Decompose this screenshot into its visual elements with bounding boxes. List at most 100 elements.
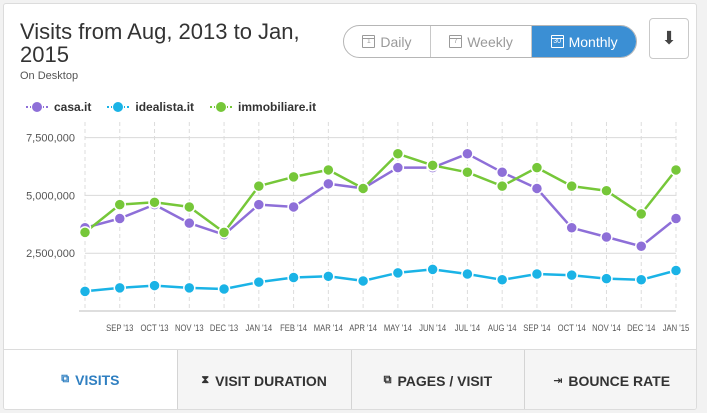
download-button[interactable]: ⬇ <box>649 18 689 59</box>
x-tick-label: OCT '14 <box>558 322 586 333</box>
data-point-series-0 <box>600 230 613 244</box>
bounce-icon: ⇥ <box>553 375 563 387</box>
series-line-2 <box>84 152 677 234</box>
tab-label: VISIT DURATION <box>215 372 327 389</box>
x-tick-label: OCT '13 <box>140 322 168 333</box>
y-tick-label: 2,500,000 <box>26 248 75 260</box>
tab-visits[interactable]: ⧉ VISITS <box>4 350 177 409</box>
data-point-series-1 <box>356 274 370 288</box>
tab-visit-duration[interactable]: ⧗ VISIT DURATION <box>176 350 351 409</box>
x-tick-label: JUN '14 <box>419 322 446 333</box>
legend-marker-icon <box>26 101 48 113</box>
data-point-series-1 <box>530 267 544 281</box>
monthly-button[interactable]: 30 Monthly <box>532 26 636 57</box>
data-point-series-2 <box>287 170 300 184</box>
line-chart: 2,500,000 5,000,000 7,500,000 SEP '13 OCT '1… <box>26 122 690 333</box>
series-line-0 <box>84 152 677 248</box>
x-tick-label: APR '14 <box>349 322 377 333</box>
calendar-icon: 30 <box>550 35 564 48</box>
tab-label: BOUNCE RATE <box>568 372 671 389</box>
x-tick-label: JUL '14 <box>455 322 481 333</box>
data-point-series-2 <box>426 159 439 172</box>
hourglass-icon: ⧗ <box>201 374 210 386</box>
calendar-icon: 7 <box>449 35 463 48</box>
data-point-series-1 <box>183 281 196 295</box>
data-point-series-1 <box>495 273 509 287</box>
data-point-series-0 <box>495 166 509 179</box>
data-point-series-1 <box>322 270 335 283</box>
data-point-series-1 <box>565 268 578 282</box>
x-tick-label: DEC '13 <box>210 322 239 333</box>
legend-label: immobiliare.it <box>238 100 317 114</box>
chart-card: Visits from Aug, 2013 to Jan, 2015 On De… <box>3 3 697 410</box>
data-point-series-2 <box>495 179 509 193</box>
legend-marker-icon <box>107 101 130 113</box>
download-arrow-icon: ⬇ <box>661 28 677 48</box>
data-point-series-2 <box>252 179 266 193</box>
data-point-series-0 <box>565 221 578 234</box>
series-line-1 <box>84 268 677 293</box>
data-point-series-0 <box>183 216 196 230</box>
legend-marker-icon <box>210 101 233 113</box>
x-tick-label: NOV '14 <box>592 322 621 333</box>
data-point-series-2 <box>461 166 474 179</box>
data-point-series-2 <box>217 226 231 239</box>
x-tick-label: NOV '13 <box>175 322 204 333</box>
data-point-series-2 <box>634 207 648 221</box>
calendar-icon: 1 <box>362 35 376 48</box>
pages-icon: ⧉ <box>383 374 392 386</box>
data-point-series-0 <box>669 212 683 225</box>
legend-item-casa[interactable]: casa.it <box>26 100 91 114</box>
x-tick-label: AUG '14 <box>488 322 517 333</box>
data-point-series-1 <box>287 271 300 284</box>
legend-label: idealista.it <box>135 100 195 114</box>
x-tick-label: DEC '14 <box>627 322 656 333</box>
weekly-button[interactable]: 7 Weekly <box>431 26 533 57</box>
data-point-series-1 <box>391 266 405 280</box>
data-point-series-1 <box>426 263 439 276</box>
data-point-series-1 <box>252 275 266 289</box>
x-tick-label: MAY '14 <box>384 322 412 333</box>
x-tick-label: MAR '14 <box>314 322 343 333</box>
data-point-series-2 <box>148 196 161 209</box>
x-tick-label: SEP '13 <box>106 322 134 333</box>
x-tick-label: JAN '15 <box>663 322 690 333</box>
y-tick-label: 7,500,000 <box>26 133 75 145</box>
data-point-series-0 <box>461 147 474 160</box>
x-tick-label: SEP '14 <box>523 322 551 333</box>
data-point-series-1 <box>217 282 231 296</box>
tab-label: VISITS <box>75 371 120 388</box>
data-point-series-1 <box>78 285 92 298</box>
data-point-series-0 <box>113 212 127 225</box>
data-point-series-2 <box>356 182 370 195</box>
legend-item-idealista[interactable]: idealista.it <box>107 100 194 114</box>
monthly-label: Monthly <box>568 33 618 50</box>
data-point-series-2 <box>113 198 127 211</box>
y-tick-label: 5,000,000 <box>26 190 75 202</box>
data-point-series-2 <box>322 163 335 177</box>
metric-tabs: ⧉ VISITS ⧗ VISIT DURATION ⧉ PAGES / VISI… <box>4 349 696 409</box>
data-point-series-2 <box>530 161 544 174</box>
data-point-series-2 <box>78 226 92 239</box>
weekly-label: Weekly <box>467 33 513 50</box>
data-point-series-2 <box>565 179 578 193</box>
x-tick-label: FEB '14 <box>280 322 307 333</box>
data-point-series-0 <box>634 240 648 253</box>
legend-item-immobiliare[interactable]: immobiliare.it <box>210 100 316 114</box>
data-point-series-1 <box>113 281 127 295</box>
tab-pages-per-visit[interactable]: ⧉ PAGES / VISIT <box>350 350 525 409</box>
tab-bounce-rate[interactable]: ⇥ BOUNCE RATE <box>524 350 696 409</box>
data-point-series-1 <box>461 267 474 281</box>
data-point-series-2 <box>669 163 683 177</box>
data-point-series-2 <box>391 147 405 160</box>
granularity-selector: 1 Daily 7 Weekly 30 Monthly <box>343 25 637 58</box>
data-point-series-0 <box>287 200 300 214</box>
daily-label: Daily <box>380 33 412 50</box>
data-point-series-0 <box>252 198 266 211</box>
data-point-series-2 <box>600 184 613 197</box>
data-point-series-0 <box>391 161 405 174</box>
data-point-series-0 <box>530 182 544 195</box>
data-point-series-2 <box>183 200 196 214</box>
legend-label: casa.it <box>54 100 92 114</box>
daily-button[interactable]: 1 Daily <box>344 26 431 57</box>
